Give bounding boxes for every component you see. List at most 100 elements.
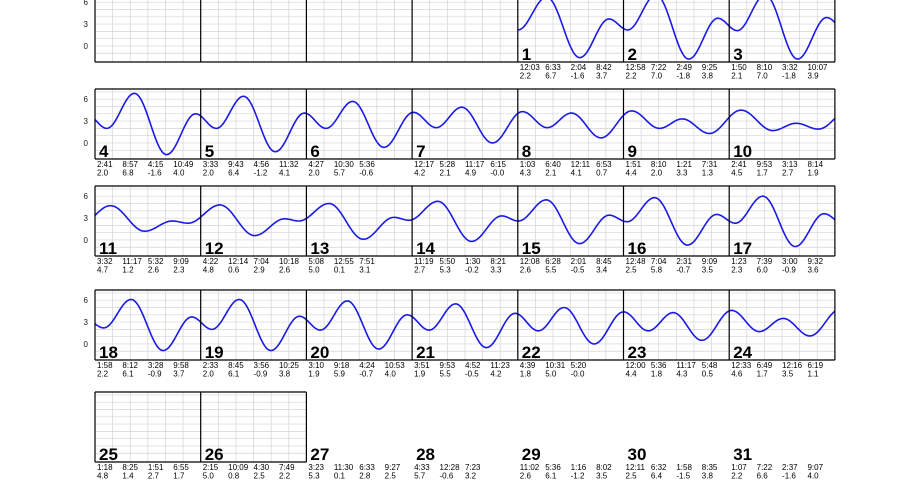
event-height: 3.8 [702, 471, 714, 480]
day-number: 4 [99, 142, 109, 161]
tide-curve-row-4 [94, 298, 836, 352]
day-number: 20 [310, 343, 329, 362]
event-height: -0.9 [148, 369, 162, 378]
event-height: 2.1 [545, 168, 557, 177]
event-time: 12:48 [626, 257, 647, 266]
event-time: 8:45 [596, 257, 612, 266]
y-tick-label: 0 [84, 42, 89, 51]
event-height: 4.2 [414, 168, 426, 177]
day-number: 18 [99, 343, 118, 362]
event-height: 5.0 [308, 265, 320, 274]
event-time: 6:19 [807, 361, 823, 370]
event-time: 5:36 [651, 361, 667, 370]
event-time: 8:02 [596, 463, 612, 472]
event-height: 4.2 [490, 369, 502, 378]
event-time: 7:04 [651, 257, 667, 266]
day-number: 10 [733, 142, 752, 161]
event-height: 1.9 [414, 369, 426, 378]
event-time: 12:08 [520, 257, 541, 266]
event-height: 2.0 [203, 168, 215, 177]
event-time: 8:10 [651, 160, 667, 169]
event-time: 4:33 [414, 463, 430, 472]
event-height: -1.6 [148, 168, 162, 177]
event-height: 2.9 [254, 265, 266, 274]
event-height: -1.2 [254, 168, 268, 177]
event-height: 5.8 [651, 265, 663, 274]
event-time: 5:28 [440, 160, 456, 169]
event-height: 3.7 [173, 369, 185, 378]
event-height: -0.5 [571, 265, 585, 274]
event-height: 2.0 [308, 168, 320, 177]
event-height: 0.6 [228, 265, 240, 274]
event-time: 3:23 [308, 463, 324, 472]
event-time: 3:51 [414, 361, 430, 370]
event-time: 11:17 [465, 160, 485, 169]
event-height: 4.4 [626, 168, 638, 177]
event-height: 2.7 [148, 471, 160, 480]
event-height: 1.9 [807, 168, 819, 177]
event-time: 6:33 [359, 463, 375, 472]
day-number: 5 [205, 142, 214, 161]
day-number: 12 [205, 239, 224, 258]
event-time: 6:49 [757, 361, 773, 370]
event-time: 8:57 [122, 160, 138, 169]
event-height: 2.0 [97, 168, 109, 177]
event-height: 1.7 [757, 168, 769, 177]
event-time: 9:53 [440, 361, 456, 370]
event-height: 5.7 [414, 471, 426, 480]
tide-curve-row-3 [94, 195, 836, 248]
event-height: 6.6 [757, 471, 769, 480]
event-height: -1.8 [782, 71, 796, 80]
event-time: 10:07 [807, 63, 828, 72]
event-height: 4.3 [520, 168, 532, 177]
event-time: 3:56 [254, 361, 270, 370]
day-number: 23 [628, 343, 647, 362]
event-time: 3:28 [148, 361, 164, 370]
event-time: 2:33 [203, 361, 219, 370]
event-height: 2.8 [359, 471, 371, 480]
day-number: 13 [310, 239, 329, 258]
event-time: 9:32 [807, 257, 823, 266]
event-time: 2:01 [571, 257, 587, 266]
event-time: 10:09 [228, 463, 249, 472]
event-time: 4:56 [254, 160, 270, 169]
event-height: 2.6 [148, 265, 160, 274]
day-number: 27 [310, 445, 329, 464]
event-height: 5.0 [545, 369, 557, 378]
event-time: 12:33 [731, 361, 752, 370]
y-tick-label: 3 [84, 318, 89, 327]
day-number: 9 [628, 142, 637, 161]
event-time: 7:51 [359, 257, 375, 266]
event-height: 5.3 [440, 265, 452, 274]
event-height: 4.4 [626, 369, 638, 378]
event-time: 9:43 [228, 160, 244, 169]
event-height: 2.6 [520, 265, 532, 274]
event-time: 10:18 [279, 257, 300, 266]
event-height: 6.1 [122, 369, 134, 378]
event-height: 2.1 [731, 71, 743, 80]
event-height: -0.7 [676, 265, 690, 274]
event-time: 9:09 [173, 257, 189, 266]
event-time: 10:31 [545, 361, 566, 370]
event-height: 3.3 [490, 265, 502, 274]
event-height: 4.1 [279, 168, 291, 177]
event-height: 4.5 [731, 168, 743, 177]
day-number: 24 [733, 343, 752, 362]
event-time: 5:20 [571, 361, 587, 370]
event-time: 10:25 [279, 361, 300, 370]
day-number: 25 [99, 445, 118, 464]
event-height: 4.8 [203, 265, 215, 274]
event-height: -0.0 [490, 168, 504, 177]
event-time: 3:00 [782, 257, 798, 266]
event-time: 9:53 [757, 160, 773, 169]
event-time: 7:22 [757, 463, 773, 472]
event-height: 2.6 [520, 471, 532, 480]
event-height: -1.5 [676, 471, 690, 480]
day-number: 2 [628, 45, 637, 64]
event-height: 6.8 [122, 168, 134, 177]
event-time: 5:36 [545, 463, 561, 472]
event-time: 3:32 [782, 63, 798, 72]
event-time: 2:49 [676, 63, 692, 72]
event-height: -1.6 [782, 471, 796, 480]
event-time: 8:42 [596, 63, 612, 72]
